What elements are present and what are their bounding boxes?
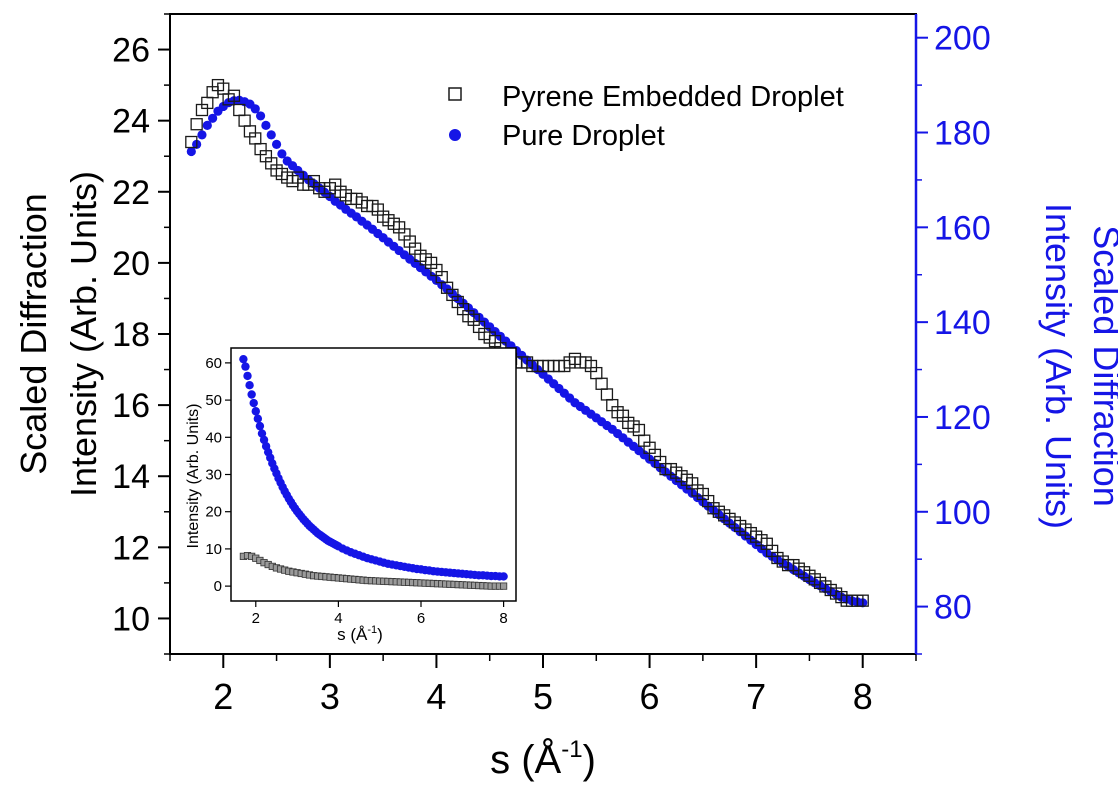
main-plot-marks: 2 3 4 5 6 7 8101214161820222426801001201401601… xyxy=(112,13,991,717)
y-right-tick-label: 200 xyxy=(934,20,991,58)
legend-marker-pyrene xyxy=(448,87,462,101)
y-left-tick-label: 16 xyxy=(112,387,150,425)
legend: Pyrene Embedded Droplet Pure Droplet xyxy=(448,81,844,152)
right-y-axis-label-line1: Scaled Diffraction xyxy=(1086,225,1118,506)
inset-x-axis-label: s (Å-1) xyxy=(337,624,383,644)
y-left-tick-label: 10 xyxy=(112,600,150,638)
inset-x-tick-label: 6 xyxy=(417,610,425,627)
y-left-tick-label: 24 xyxy=(112,103,150,141)
x-tick-label: 6 xyxy=(640,676,660,717)
y-right-tick-label: 100 xyxy=(934,494,991,532)
inset-pure-point xyxy=(253,414,263,423)
inset-plot-marks: 2 4 6 8 0 10 20 30 40 50 60 xyxy=(205,354,508,627)
y-left-tick-label: 26 xyxy=(112,32,150,70)
y-right-tick-label: 180 xyxy=(934,115,991,153)
inset-pure-point xyxy=(257,429,267,438)
pure-droplet-point xyxy=(202,120,212,131)
pyrene-droplet-point xyxy=(185,135,198,149)
inset-pure-point xyxy=(251,407,260,416)
y-right-tick-label: 140 xyxy=(934,304,991,342)
pyrene-droplet-point xyxy=(856,594,869,607)
y-right-tick-label: 120 xyxy=(934,399,991,437)
y-right-tick-label: 160 xyxy=(934,209,991,247)
x-tick-label: 3 xyxy=(320,676,340,717)
inset-pure-point xyxy=(245,381,254,390)
inset-x-tick-label: 2 xyxy=(252,610,260,627)
left-y-axis-label: Scaled Diffraction Intensity (Arb. Units… xyxy=(13,171,104,497)
inset-y-tick-label: 40 xyxy=(205,429,222,446)
inset-pure-point xyxy=(255,421,265,431)
pyrene-droplet-point xyxy=(190,118,203,131)
pure-droplet-point xyxy=(271,139,282,149)
inset-pure-point xyxy=(249,398,258,408)
inset-chart: 2 4 6 8 0 10 20 30 40 50 60 s (Å-1) Intensity (Arb… xyxy=(185,347,517,644)
y-left-tick-label: 18 xyxy=(112,316,150,354)
y-left-tick-label: 14 xyxy=(112,458,150,496)
right-y-axis-label: Scaled Diffraction Intensity (Arb. Units… xyxy=(1038,203,1118,529)
inset-y-tick-label: 50 xyxy=(205,392,222,409)
inset-pure-point xyxy=(243,371,252,381)
x-axis-label-superscript: -1 xyxy=(561,736,582,763)
inset-pure-point xyxy=(499,572,508,581)
left-y-axis-label-line1: Scaled Diffraction xyxy=(13,193,54,474)
inset-y-tick-label: 30 xyxy=(205,467,222,484)
pyrene-droplet-point xyxy=(600,388,614,401)
x-tick-label: 7 xyxy=(746,676,766,717)
pure-droplet-point xyxy=(186,146,196,157)
pure-droplet-point xyxy=(266,130,276,140)
pure-droplet-point xyxy=(261,120,271,131)
legend-label-pure: Pure Droplet xyxy=(502,120,665,152)
inset-pure-point xyxy=(259,435,269,445)
left-y-axis-label-line2: Intensity (Arb. Units) xyxy=(63,171,104,497)
y-right-tick-label: 80 xyxy=(934,589,972,627)
inset-y-tick-label: 0 xyxy=(214,578,222,595)
pure-droplet-point xyxy=(250,104,260,114)
inset-y-axis-label: Intensity (Arb. Units) xyxy=(185,404,202,549)
y-left-tick-label: 20 xyxy=(112,245,150,283)
x-tick-label: 5 xyxy=(533,676,553,717)
pure-droplet-point xyxy=(208,113,218,123)
inset-y-tick-label: 60 xyxy=(205,355,222,372)
y-left-tick-label: 12 xyxy=(112,529,150,567)
inset-x-axis-label-superscript: -1 xyxy=(367,624,377,636)
inset-y-tick-label: 10 xyxy=(205,541,222,558)
inset-pure-point xyxy=(241,362,250,371)
x-tick-label: 4 xyxy=(426,676,446,717)
inset-y-tick-label: 20 xyxy=(205,504,222,521)
y-left-tick-label: 22 xyxy=(112,174,150,212)
x-tick-label: 2 xyxy=(213,676,233,717)
inset-pure-point xyxy=(239,354,248,364)
pure-droplet-point xyxy=(197,130,207,140)
legend-marker-pure xyxy=(449,129,461,141)
pyrene-droplet-point xyxy=(595,377,608,390)
x-axis-label: s (Å-1) xyxy=(490,736,596,782)
x-tick-label: 8 xyxy=(853,676,873,717)
pure-droplet-point xyxy=(277,149,287,159)
inset-pure-point xyxy=(247,390,256,399)
pyrene-droplet-point xyxy=(233,103,246,117)
inset-x-tick-label: 4 xyxy=(334,610,342,627)
pure-droplet-point xyxy=(255,111,266,121)
pyrene-droplet-point xyxy=(227,89,241,102)
right-y-axis-label-line2: Intensity (Arb. Units) xyxy=(1038,203,1079,529)
pyrene-droplet-point xyxy=(238,114,251,127)
inset-x-tick-label: 8 xyxy=(499,610,507,627)
legend-label-pyrene: Pyrene Embedded Droplet xyxy=(502,81,844,113)
inset-pyrene-point xyxy=(500,582,508,590)
